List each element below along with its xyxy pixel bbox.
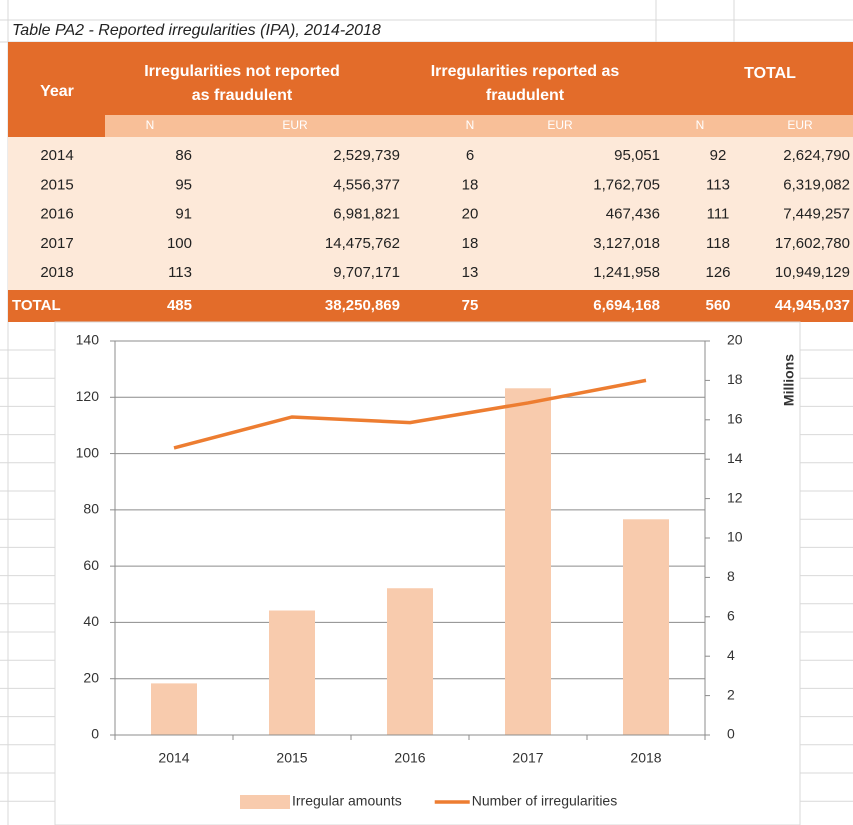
cell: 3,127,018 [593, 235, 660, 252]
subheader-bg [8, 115, 105, 137]
total-cell: 44,945,037 [775, 297, 850, 314]
cell: 113 [706, 176, 730, 193]
y2-tick-label: 10 [727, 529, 743, 545]
cell: 2015 [40, 176, 73, 193]
cell: 10,949,129 [775, 264, 850, 281]
y2-tick-label: 2 [727, 686, 735, 702]
y2-tick-label: 8 [727, 568, 735, 584]
total-cell: 38,250,869 [325, 297, 400, 314]
bar [387, 588, 433, 735]
cell: 467,436 [606, 206, 660, 223]
cell: 86 [175, 147, 192, 164]
bar [151, 683, 197, 735]
subheader-bg [105, 115, 853, 137]
cell: 118 [706, 235, 730, 252]
total-cell: 75 [462, 297, 479, 314]
subheader: EUR [282, 118, 308, 132]
header-group: Irregularities not reported [144, 63, 340, 80]
x-tick-label: 2018 [630, 750, 661, 766]
subheader: N [466, 118, 475, 132]
cell: 6,981,821 [333, 206, 400, 223]
y-tick-label: 140 [76, 332, 100, 348]
cell: 9,707,171 [333, 264, 400, 281]
cell: 126 [705, 264, 730, 281]
total-bg [8, 290, 853, 322]
cell: 13 [462, 264, 479, 281]
cell: 6 [466, 147, 474, 164]
y-tick-label: 60 [83, 557, 99, 573]
bar [269, 610, 315, 735]
cell: 2,529,739 [333, 147, 400, 164]
cell: 2,624,790 [783, 147, 850, 164]
cell: 2018 [40, 264, 73, 281]
cell: 14,475,762 [325, 235, 400, 252]
cell: 1,241,958 [593, 264, 660, 281]
header-group: as fraudulent [192, 87, 293, 104]
y2-tick-label: 0 [727, 726, 735, 742]
y2-tick-label: 6 [727, 608, 735, 624]
y-tick-label: 120 [76, 388, 100, 404]
subheader: N [696, 118, 705, 132]
cell: 6,319,082 [783, 176, 850, 193]
cell: 111 [707, 206, 730, 223]
x-tick-label: 2015 [276, 750, 307, 766]
subheader: N [146, 118, 155, 132]
rows-bg [8, 137, 853, 290]
cell: 91 [175, 206, 192, 223]
y2-tick-label: 12 [727, 489, 743, 505]
y-tick-label: 20 [83, 669, 99, 685]
table-title: Table PA2 - Reported irregularities (IPA… [12, 22, 381, 39]
y2-tick-label: 16 [727, 411, 743, 427]
bar [623, 519, 669, 735]
x-tick-label: 2014 [158, 750, 189, 766]
header-group: Irregularities reported as [431, 63, 620, 80]
cell: 92 [710, 147, 727, 164]
y-tick-label: 100 [76, 444, 100, 460]
y-tick-label: 80 [83, 501, 99, 517]
subheader: EUR [787, 118, 813, 132]
x-tick-label: 2016 [394, 750, 425, 766]
legend-swatch [240, 795, 290, 809]
y-tick-label: 40 [83, 613, 99, 629]
total-cell: 485 [167, 297, 192, 314]
header-group: fraudulent [486, 87, 565, 104]
cell: 7,449,257 [783, 206, 850, 223]
header-total: TOTAL [744, 65, 796, 82]
y2-tick-label: 4 [727, 647, 735, 663]
cell: 100 [167, 235, 192, 252]
y2-tick-label: 14 [727, 450, 743, 466]
chart-area [54, 321, 801, 825]
header-year: Year [40, 83, 74, 100]
cell: 2014 [40, 147, 73, 164]
y-tick-label: 0 [91, 726, 99, 742]
legend-label: Irregular amounts [292, 793, 402, 809]
line [173, 378, 647, 450]
cell: 1,762,705 [593, 176, 660, 193]
total-cell: 560 [705, 297, 730, 314]
cell: 18 [462, 176, 479, 193]
legend-label: Number of irregularities [472, 793, 618, 809]
cell: 4,556,377 [333, 176, 400, 193]
cell: 95 [175, 176, 192, 193]
bar [505, 388, 551, 735]
y2-axis-label: Millions [781, 354, 797, 406]
total-cell: TOTAL [12, 297, 61, 314]
header-bg [8, 42, 853, 115]
y2-tick-label: 18 [727, 371, 743, 387]
x-tick-label: 2017 [512, 750, 543, 766]
cell: 17,602,780 [775, 235, 850, 252]
cell: 113 [168, 264, 192, 281]
subheader: EUR [547, 118, 573, 132]
cell: 2016 [40, 206, 73, 223]
total-cell: 6,694,168 [593, 297, 660, 314]
cell: 2017 [40, 235, 73, 252]
cell: 20 [462, 206, 479, 223]
cell: 18 [462, 235, 479, 252]
cell: 95,051 [614, 147, 660, 164]
y2-tick-label: 20 [727, 332, 743, 348]
